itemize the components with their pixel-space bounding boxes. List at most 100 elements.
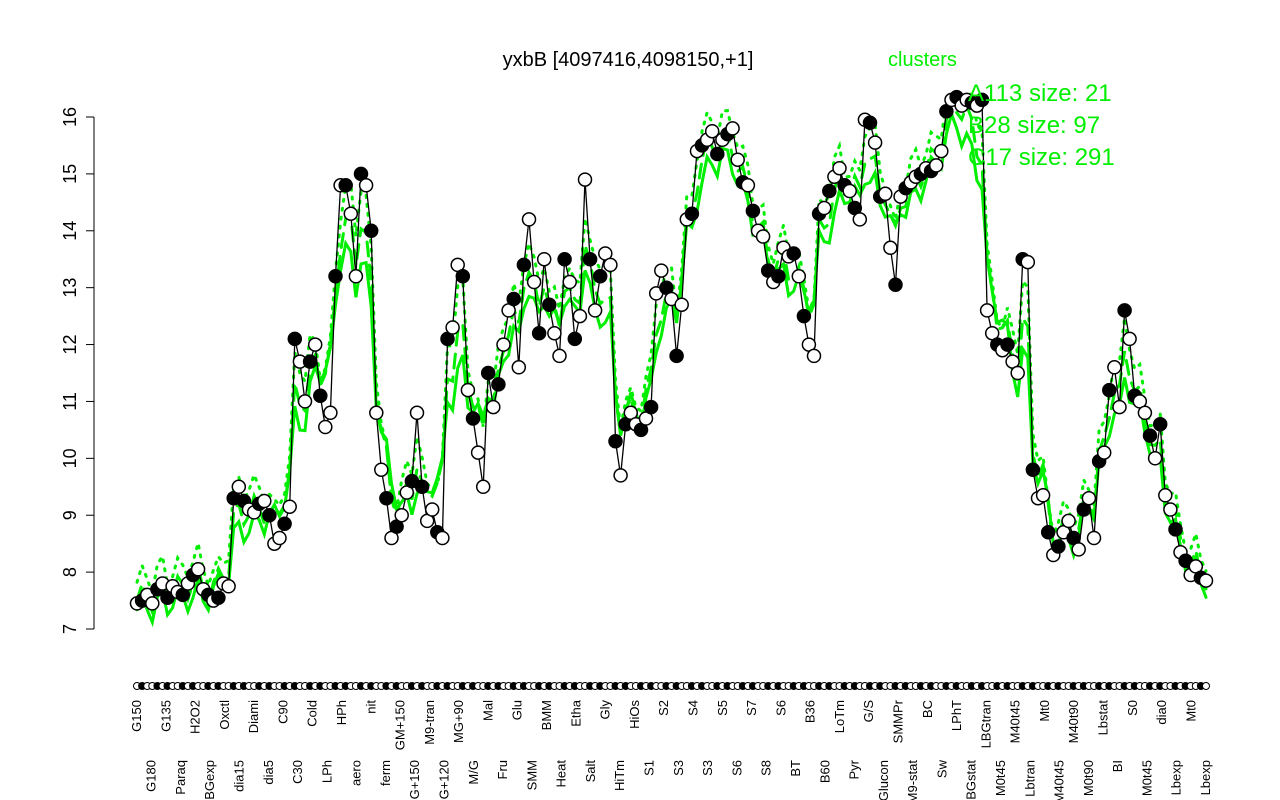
data-point — [592, 269, 608, 284]
x-tick-label: MG+90 — [451, 700, 466, 743]
data-point — [323, 405, 338, 421]
x-tick-label: S4 — [686, 700, 701, 716]
x-tick-label: HPh — [334, 700, 349, 725]
x-tick-label: Salt — [583, 760, 598, 783]
x-tick-label: BMM — [539, 700, 554, 730]
x-tick-label: LoTm — [832, 700, 847, 733]
data-point — [883, 240, 898, 256]
x-tick-label: H2O2 — [188, 700, 203, 734]
y-tick-label: 13 — [60, 278, 80, 298]
rug-point — [1202, 682, 1210, 690]
x-tick-label: M9-tran — [422, 700, 437, 745]
data-point — [272, 530, 287, 546]
data-point — [1122, 331, 1137, 347]
x-tick-label: C30 — [290, 760, 305, 784]
data-point — [343, 206, 359, 221]
x-tick-label: MG+150 — [407, 760, 422, 800]
data-point — [374, 462, 389, 477]
x-tick-label: B36 — [803, 700, 818, 723]
x-tick-label: Pyr — [847, 759, 862, 779]
data-point — [582, 251, 598, 267]
x-tick-label: Lbstat — [1096, 700, 1111, 736]
data-point — [379, 490, 394, 506]
data-point — [465, 411, 481, 426]
data-point — [852, 212, 868, 227]
data-point — [470, 445, 486, 460]
x-tick-label: Heat — [554, 760, 569, 788]
data-point — [313, 388, 328, 404]
x-tick-label: HiTm — [612, 760, 627, 791]
x-tick-label: BI — [1110, 760, 1125, 772]
data-point — [536, 251, 552, 267]
data-point — [1051, 539, 1066, 554]
data-point — [557, 251, 572, 267]
x-tick-label: Lbexp — [1169, 760, 1184, 795]
x-tick-label: Sw — [934, 759, 949, 778]
data-point — [1147, 451, 1163, 466]
data-point — [1061, 513, 1076, 529]
x-tick-label: dia0 — [1154, 700, 1169, 725]
x-tick-label: BC — [920, 700, 935, 718]
data-point — [1137, 405, 1153, 421]
data-point — [613, 468, 628, 483]
y-tick-label: 12 — [60, 335, 80, 355]
legend-entry-a113: A113 size: 21 — [968, 80, 1112, 107]
data-point — [867, 135, 883, 150]
data-point — [1040, 525, 1056, 540]
x-tick-label: Oxctl — [217, 700, 232, 730]
x-tick-label: LBGexp — [202, 760, 217, 800]
data-point — [979, 303, 995, 318]
data-point — [480, 365, 496, 381]
data-point — [287, 331, 303, 347]
data-point — [211, 590, 226, 605]
x-tick-label: S1 — [642, 760, 657, 776]
data-point — [460, 382, 476, 398]
data-point — [806, 348, 822, 364]
data-point — [674, 297, 689, 312]
data-point — [338, 178, 353, 193]
x-tick-label: M0t45 — [993, 760, 1008, 796]
data-point — [816, 200, 832, 216]
data-point — [1000, 337, 1015, 352]
x-tick-label: S3 — [700, 760, 715, 776]
data-point — [328, 269, 343, 284]
x-tick-label: Glu — [510, 700, 525, 720]
x-tick-label: M40t45 — [1008, 700, 1023, 743]
chart-title: yxbB [4097416,4098150,+1] — [503, 49, 754, 71]
data-point — [878, 186, 893, 202]
data-point — [445, 320, 460, 335]
x-tick-label: Glucon — [876, 760, 891, 800]
x-tick-label: Etha — [568, 699, 583, 727]
data-point — [786, 246, 801, 261]
data-point — [1158, 488, 1173, 503]
data-point — [358, 178, 374, 193]
x-tick-label: G/S — [861, 700, 876, 723]
legend-entry-b28: B28 size: 97 — [968, 112, 1100, 139]
x-tick-label: GM+150 — [393, 700, 408, 750]
y-axis: 7 8 9 10 11 12 13 14 15 16 — [60, 107, 95, 634]
x-tick-label: M0t90 — [1081, 760, 1096, 796]
x-tick-label: S8 — [759, 760, 774, 776]
x-tick-label: M40t45 — [1052, 760, 1067, 800]
data-point — [277, 516, 292, 532]
data-point — [791, 269, 807, 284]
legend-entry-c17: C17 size: 291 — [968, 144, 1115, 171]
data-point — [542, 297, 557, 312]
data-point — [496, 337, 511, 352]
x-tick-label: S5 — [715, 700, 730, 716]
data-point — [424, 502, 440, 517]
data-point — [822, 183, 837, 199]
data-point — [511, 360, 527, 375]
data-point — [562, 274, 577, 290]
y-tick-label: 8 — [60, 567, 80, 577]
data-point — [771, 269, 786, 284]
x-tick-label: Lbtran — [1022, 760, 1037, 797]
data-point — [526, 274, 542, 290]
data-point — [740, 178, 756, 193]
x-tick-label: M/G — [466, 760, 481, 785]
x-tick-label: LBGstat — [964, 760, 979, 800]
data-point — [755, 229, 771, 244]
data-point — [684, 206, 700, 221]
data-point — [409, 405, 425, 421]
